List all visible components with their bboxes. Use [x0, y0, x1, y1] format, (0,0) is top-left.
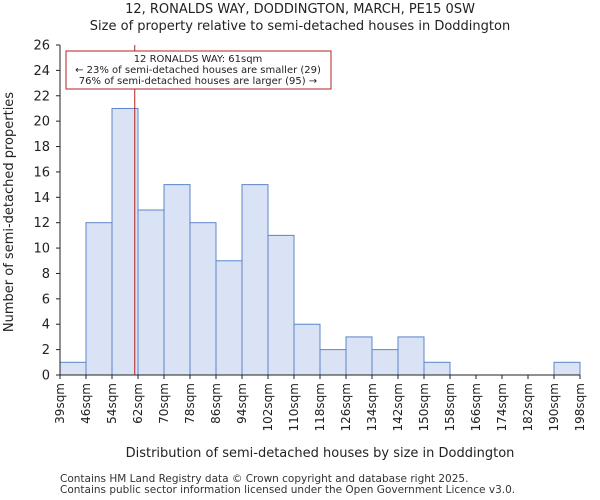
x-tick-label: 142sqm — [391, 383, 405, 431]
y-tick-label: 26 — [33, 39, 50, 54]
x-tick-label: 39sqm — [53, 383, 67, 424]
histogram-bar — [215, 260, 243, 376]
annotation-box — [65, 50, 332, 90]
y-tick-label: 4 — [42, 318, 50, 333]
y-tick-label: 24 — [33, 64, 50, 79]
histogram-bar — [371, 349, 399, 376]
y-tick-label: 18 — [33, 140, 50, 155]
histogram-bar — [189, 222, 217, 376]
y-tick-label: 16 — [33, 165, 50, 180]
x-tick-label: 102sqm — [261, 383, 275, 431]
histogram-bar — [267, 234, 295, 376]
y-tick-label: 10 — [33, 242, 50, 257]
histogram-bar — [397, 336, 425, 376]
histogram-bar — [345, 336, 373, 376]
x-tick-label: 110sqm — [287, 383, 301, 431]
histogram-bar — [59, 361, 87, 376]
histogram-bar — [85, 222, 113, 376]
histogram-bar — [241, 184, 269, 376]
x-tick-label: 78sqm — [183, 383, 197, 424]
x-tick-label: 174sqm — [495, 383, 509, 431]
y-tick-label: 8 — [42, 267, 50, 282]
x-tick-label: 150sqm — [417, 383, 431, 431]
x-tick-label: 166sqm — [469, 383, 483, 431]
x-tick-label: 158sqm — [443, 383, 457, 431]
y-tick-label: 12 — [33, 216, 50, 231]
y-tick-label: 14 — [33, 191, 50, 206]
x-tick-label: 70sqm — [157, 383, 171, 424]
y-tick-label: 6 — [42, 292, 50, 307]
y-tick-label: 20 — [33, 115, 50, 130]
x-tick-label: 182sqm — [521, 383, 535, 431]
histogram-bar — [163, 184, 191, 376]
histogram-bar — [423, 361, 451, 376]
y-axis-label: Number of semi-detached properties — [2, 92, 17, 332]
y-tick-label: 22 — [33, 89, 50, 104]
footer-licence: Contains public sector information licen… — [60, 484, 516, 496]
x-tick-label: 134sqm — [365, 383, 379, 431]
x-tick-label: 198sqm — [573, 383, 587, 431]
histogram-bar — [137, 209, 165, 376]
x-tick-label: 94sqm — [235, 383, 249, 424]
annotation-title: 12 RONALDS WAY: 61sqm — [134, 54, 263, 65]
x-axis-label: Distribution of semi-detached houses by … — [126, 446, 515, 461]
x-tick-label: 86sqm — [209, 383, 223, 424]
x-tick-label: 54sqm — [105, 383, 119, 424]
x-tick-label: 46sqm — [79, 383, 93, 424]
y-tick-label: 0 — [42, 369, 50, 384]
footer-copyright: Contains HM Land Registry data © Crown c… — [60, 473, 469, 485]
x-tick-label: 126sqm — [339, 383, 353, 431]
histogram-bar — [319, 349, 347, 376]
chart-title: 12, RONALDS WAY, DODDINGTON, MARCH, PE15… — [125, 2, 475, 17]
histogram-bar — [293, 323, 321, 376]
x-tick-label: 62sqm — [131, 383, 145, 424]
x-tick-label: 190sqm — [547, 383, 561, 431]
chart-subtitle: Size of property relative to semi-detach… — [89, 19, 511, 34]
y-tick-label: 2 — [42, 343, 50, 358]
annotation-smaller: ← 23% of semi-detached houses are smalle… — [75, 65, 321, 76]
annotation-larger: 76% of semi-detached houses are larger (… — [79, 76, 317, 87]
x-tick-label: 118sqm — [313, 383, 327, 431]
histogram-bar — [553, 361, 581, 376]
histogram-bar — [111, 107, 139, 376]
